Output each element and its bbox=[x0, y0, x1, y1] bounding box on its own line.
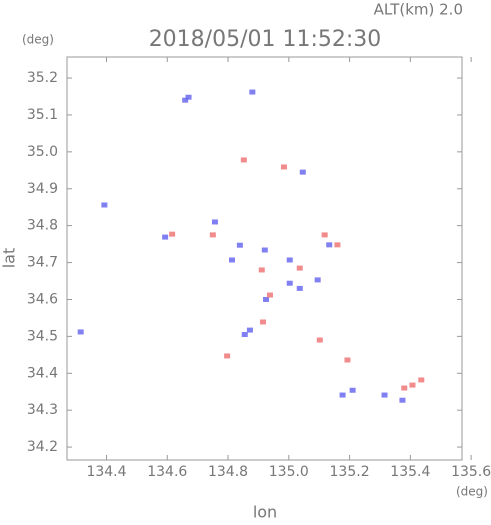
echo-point bbox=[418, 377, 425, 383]
x-tick-label: 134.4 bbox=[86, 464, 126, 480]
echo-point bbox=[249, 89, 256, 95]
y-tick-label: 34.6 bbox=[27, 291, 58, 307]
x-tick-label: 135.2 bbox=[330, 464, 370, 480]
echo-point bbox=[211, 219, 218, 225]
x-tick-label: 135.6 bbox=[451, 464, 491, 480]
echo-point bbox=[401, 385, 408, 391]
echo-point bbox=[316, 337, 323, 343]
echo-point bbox=[286, 280, 293, 286]
echo-point bbox=[344, 357, 351, 363]
y-tick-label: 35.0 bbox=[27, 144, 58, 160]
x-unit: (deg) bbox=[456, 485, 488, 499]
echo-point bbox=[228, 257, 235, 263]
x-tick-label: 134.6 bbox=[147, 464, 187, 480]
y-tick-label: 35.1 bbox=[27, 107, 58, 123]
echo-point bbox=[296, 285, 303, 291]
echo-point bbox=[296, 265, 303, 271]
y-tick-label: 34.3 bbox=[27, 402, 58, 418]
echo-point bbox=[263, 296, 270, 302]
echo-point bbox=[339, 392, 346, 398]
echo-point bbox=[399, 397, 406, 403]
echo-point bbox=[321, 232, 328, 238]
x-tick-label: 134.8 bbox=[208, 464, 248, 480]
y-tick-label: 35.2 bbox=[27, 70, 58, 86]
echo-point bbox=[299, 169, 306, 175]
y-tick-label: 34.8 bbox=[27, 218, 58, 234]
y-tick-label: 34.9 bbox=[27, 181, 58, 197]
subtitle: ALT(km) 2.0 bbox=[374, 1, 463, 19]
x-axis-label: lon bbox=[253, 503, 277, 522]
echo-point bbox=[246, 327, 253, 333]
x-tick-label: 135.0 bbox=[269, 464, 309, 480]
y-tick-label: 34.4 bbox=[27, 365, 58, 381]
echo-point bbox=[224, 353, 231, 359]
echo-point bbox=[258, 267, 265, 273]
echo-point bbox=[409, 382, 416, 388]
x-tick-label: 135.4 bbox=[390, 464, 430, 480]
echo-point bbox=[280, 164, 287, 170]
echo-point bbox=[236, 242, 243, 248]
echo-point bbox=[326, 242, 333, 248]
y-tick-label: 34.2 bbox=[27, 439, 58, 455]
echo-point bbox=[101, 202, 108, 208]
echo-point bbox=[241, 332, 248, 338]
y-unit: (deg) bbox=[22, 33, 54, 47]
plot-frame bbox=[66, 56, 463, 461]
y-axis-label: lat bbox=[0, 248, 19, 269]
echo-point bbox=[314, 277, 321, 283]
echo-point bbox=[182, 97, 189, 103]
echo-point bbox=[77, 329, 84, 335]
echo-point bbox=[334, 242, 341, 248]
echo-point bbox=[261, 247, 268, 253]
chart-title: 2018/05/01 11:52:30 bbox=[149, 27, 382, 52]
echo-point bbox=[259, 319, 266, 325]
y-tick-label: 34.5 bbox=[27, 328, 58, 344]
echo-point bbox=[209, 232, 216, 238]
echo-point bbox=[162, 234, 169, 240]
echo-point bbox=[240, 157, 247, 163]
echo-point bbox=[185, 94, 192, 100]
y-tick-label: 34.7 bbox=[27, 255, 58, 271]
echo-point bbox=[266, 292, 273, 298]
echo-point bbox=[349, 387, 356, 393]
echo-point bbox=[286, 257, 293, 263]
echo-point bbox=[169, 231, 176, 237]
echo-point bbox=[381, 392, 388, 398]
